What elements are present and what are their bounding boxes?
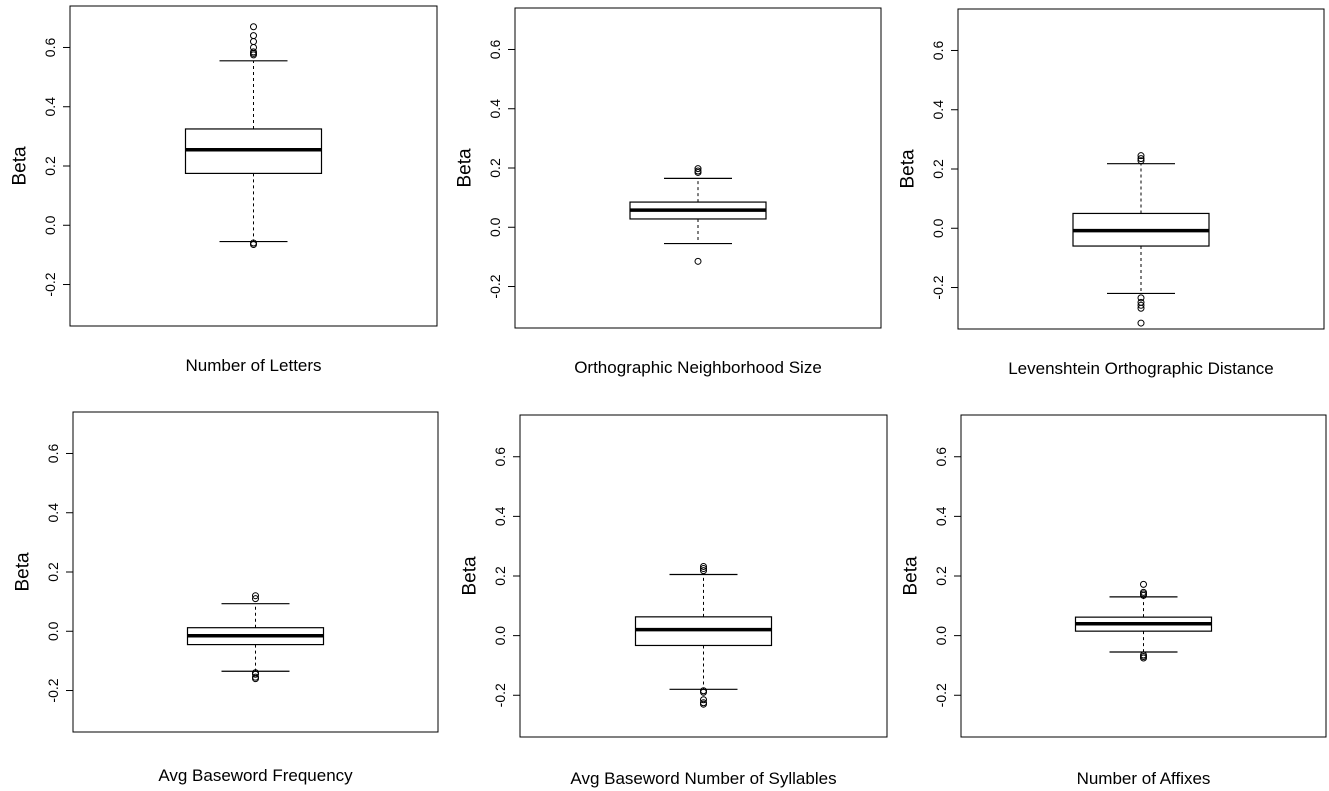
outlier-point xyxy=(694,257,702,265)
y-tick-label: 0.4 xyxy=(930,100,946,120)
outlier-point xyxy=(252,592,259,600)
outlier-point xyxy=(1137,152,1145,160)
x-axis-label: Orthographic Neighborhood Size xyxy=(574,358,822,377)
outlier-point xyxy=(1137,319,1145,327)
plot-frame xyxy=(72,411,439,733)
y-tick-label: 0.0 xyxy=(45,621,61,641)
outlier-point xyxy=(1137,304,1145,312)
y-tick-label: 0.0 xyxy=(42,215,58,235)
y-tick-label: 0.2 xyxy=(933,566,949,586)
outlier-point xyxy=(252,675,259,683)
y-axis-label: Beta xyxy=(10,146,31,186)
boxplot-panel-3: -0.2 0.0 0.2 0.4 0.6 Beta xyxy=(898,8,1325,330)
y-tick-label: 0.2 xyxy=(930,159,946,179)
outlier-point xyxy=(694,168,702,176)
outlier-point xyxy=(1137,294,1145,302)
y-tick-label: 0.4 xyxy=(42,97,58,117)
x-axis-label: Avg Baseword Frequency xyxy=(158,766,353,785)
boxplot-panel-1: -0.2 0.0 0.2 0.4 0.6 Beta xyxy=(10,5,438,327)
y-tick-label: 0.6 xyxy=(45,444,61,464)
y-tick-label: -0.2 xyxy=(930,275,946,299)
y-tick-label: 0.6 xyxy=(487,40,503,60)
y-tick-label: 0.0 xyxy=(933,626,949,646)
y-tick-label: 0.2 xyxy=(45,562,61,582)
x-axis-label: Number of Letters xyxy=(185,356,322,375)
y-tick-label: 0.4 xyxy=(933,506,949,526)
outlier-point xyxy=(700,562,707,570)
y-tick-label: 0.0 xyxy=(930,218,946,238)
outlier-point xyxy=(700,696,707,704)
y-tick-label: 0.4 xyxy=(487,99,503,119)
y-tick-label: 0.2 xyxy=(487,158,503,178)
outlier-point xyxy=(252,670,259,678)
boxplot-panel-4: -0.2 0.0 0.2 0.4 0.6 Beta xyxy=(13,411,439,733)
y-axis-label: Beta xyxy=(901,556,922,596)
y-tick-label: -0.2 xyxy=(487,274,503,298)
boxplot-panel-6: -0.2 0.0 0.2 0.4 0.6 Beta xyxy=(901,414,1327,738)
outlier-point xyxy=(700,700,707,708)
y-tick-label: -0.2 xyxy=(42,272,58,296)
outlier-point xyxy=(252,595,259,603)
y-tick-label: 0.6 xyxy=(930,41,946,61)
y-tick-label: 0.4 xyxy=(45,503,61,523)
outlier-point xyxy=(700,567,707,575)
outlier-point xyxy=(250,32,257,40)
boxplot-panel-2: -0.2 0.0 0.2 0.4 0.6 Beta xyxy=(455,7,882,329)
y-tick-label: 0.2 xyxy=(42,156,58,176)
y-tick-label: 0.4 xyxy=(492,506,508,526)
outlier-point xyxy=(700,565,707,573)
y-axis-label: Beta xyxy=(455,148,476,188)
outlier-point xyxy=(250,241,257,249)
y-tick-label: 0.6 xyxy=(42,38,58,58)
outlier-point xyxy=(1140,654,1147,662)
outlier-point xyxy=(1137,157,1145,165)
y-tick-label: 0.0 xyxy=(492,626,508,646)
y-axis-label: Beta xyxy=(13,552,34,592)
y-tick-label: -0.2 xyxy=(45,678,61,702)
outlier-point xyxy=(1137,301,1145,309)
x-axis-label: Number of Affixes xyxy=(1076,769,1211,788)
outlier-point xyxy=(250,23,257,31)
y-tick-label: 0.6 xyxy=(492,447,508,467)
y-tick-label: 0.6 xyxy=(933,447,949,467)
outlier-point xyxy=(250,38,257,46)
y-tick-label: 0.0 xyxy=(487,217,503,237)
y-tick-label: -0.2 xyxy=(492,683,508,707)
outlier-point xyxy=(694,165,702,173)
outlier-point xyxy=(1140,591,1147,599)
y-tick-label: -0.2 xyxy=(933,683,949,707)
x-axis-label: Avg Baseword Number of Syllables xyxy=(570,769,837,788)
outlier-point xyxy=(700,688,707,696)
boxplot-panel-5: -0.2 0.0 0.2 0.4 0.6 Beta xyxy=(460,414,888,738)
outlier-point xyxy=(1137,155,1145,163)
outlier-point xyxy=(250,51,257,59)
y-axis-label: Beta xyxy=(898,149,919,189)
outlier-point xyxy=(1140,580,1147,588)
y-tick-label: 0.2 xyxy=(492,566,508,586)
y-axis-label: Beta xyxy=(460,556,481,596)
x-axis-label: Levenshtein Orthographic Distance xyxy=(1008,359,1274,378)
plot-frame xyxy=(960,414,1327,738)
